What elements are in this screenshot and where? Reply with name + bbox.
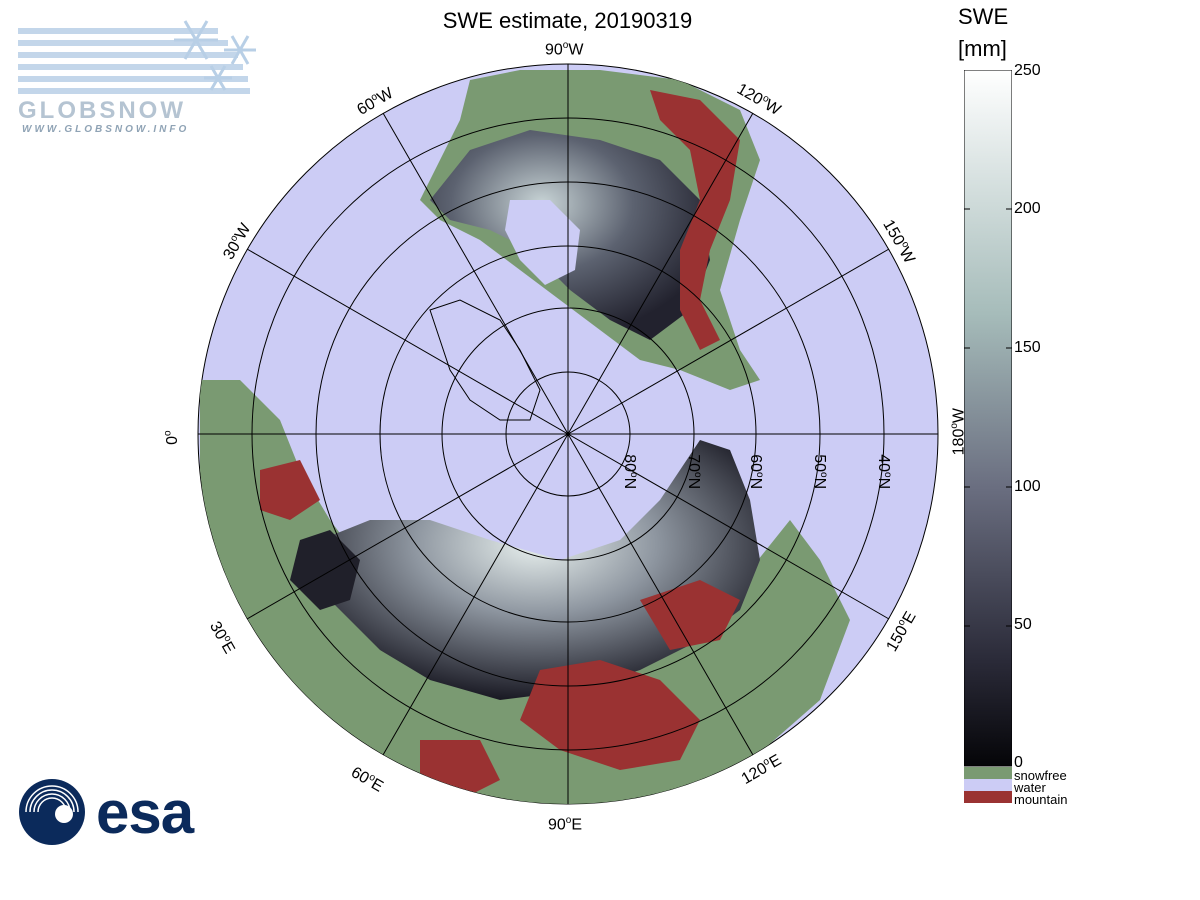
colorbar-tick-200: 200 [1014, 200, 1041, 217]
asia-mountain [520, 660, 700, 770]
hudson-bay [505, 200, 580, 285]
colorbar-ticks [964, 70, 1012, 627]
legend-label-snowfree: snowfree [1014, 768, 1067, 783]
legend-label-water: water [1014, 780, 1046, 795]
lon-label-90e: 90oE [548, 815, 583, 834]
colorbar [964, 70, 1012, 803]
colorbar-unit: [mm] [958, 36, 1007, 61]
colorbar-tick-50: 50 [1014, 616, 1032, 633]
snowflake-icon [174, 20, 256, 91]
eurasia-snow [310, 440, 760, 700]
meridian-lines [198, 64, 938, 804]
esa-logo-icon [19, 779, 85, 845]
esa-wordmark: esa [96, 779, 194, 846]
lon-label-90w: 90oW [545, 40, 584, 59]
lat-label-40n: 40oN [874, 454, 894, 490]
colorbar-title: SWE [958, 4, 1009, 29]
scandinavia-snow [290, 530, 360, 610]
siberia-mountain [640, 580, 740, 650]
rockies-mountain [650, 90, 740, 350]
map-title: SWE estimate, 20190319 [442, 8, 693, 33]
legend-swatch-water [964, 779, 1012, 791]
colorbar-tick-250: 250 [1014, 62, 1041, 79]
alps-mountain [260, 460, 320, 520]
legend-label-mountain: mountain [1014, 792, 1068, 807]
globsnow-wordmark: GLOBSNOW [18, 97, 186, 124]
legend-swatch-snowfree [964, 767, 1012, 779]
colorbar-tick-100: 100 [1014, 478, 1041, 495]
lat-label-70n: 70oN [684, 454, 704, 490]
lat-label-60n: 60oN [746, 454, 766, 490]
colorbar-tick-150: 150 [1014, 339, 1041, 356]
lon-label-0: 0o [162, 430, 181, 445]
globsnow-logo: GLOBSNOW [18, 20, 256, 124]
greenland-outline [429, 299, 541, 421]
lat-label-50n: 50oN [810, 454, 830, 490]
colorbar-gradient [964, 70, 1012, 767]
lat-label-80n: 80oN [620, 454, 640, 490]
legend-swatch-mountain [964, 791, 1012, 803]
globsnow-url: WWW.GLOBSNOW.INFO [22, 124, 190, 135]
colorbar-tick-0: 0 [1014, 754, 1023, 771]
